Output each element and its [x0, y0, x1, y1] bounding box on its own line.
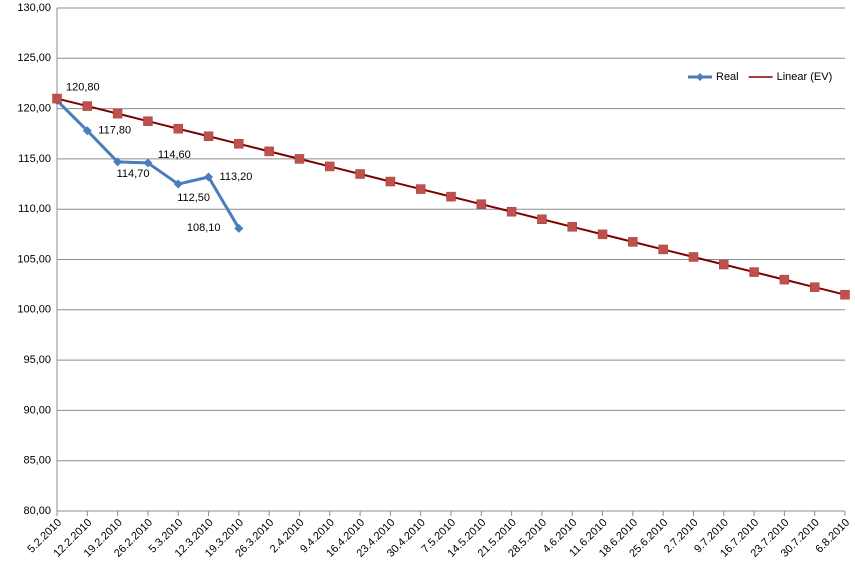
- y-tick-label: 100,00: [17, 304, 51, 316]
- marker: [476, 199, 487, 209]
- marker: [415, 184, 426, 194]
- y-tick-label: 115,00: [18, 153, 51, 165]
- marker: [264, 146, 274, 157]
- marker: [385, 176, 396, 187]
- marker: [628, 237, 638, 247]
- legend-label: Linear (EV): [777, 71, 833, 83]
- y-tick-label: 85,00: [23, 455, 51, 467]
- data-label: 117,80: [98, 125, 131, 137]
- legend-marker: [696, 73, 704, 81]
- marker: [82, 101, 93, 111]
- y-tick-label: 125,00: [17, 52, 51, 64]
- marker: [234, 139, 244, 149]
- marker: [294, 154, 305, 164]
- marker: [537, 214, 547, 225]
- marker: [113, 157, 123, 167]
- marker: [173, 123, 183, 134]
- x-tick-label: 6.8.2010: [813, 517, 852, 556]
- marker: [446, 191, 456, 202]
- marker: [749, 267, 759, 277]
- marker: [204, 172, 214, 182]
- marker: [658, 244, 668, 255]
- marker: [719, 259, 729, 270]
- data-label: 113,20: [220, 171, 253, 183]
- data-label: 120,80: [66, 81, 100, 93]
- marker: [143, 158, 153, 168]
- marker: [143, 116, 153, 126]
- marker: [506, 206, 517, 217]
- y-tick-label: 80,00: [23, 505, 51, 517]
- y-tick-label: 120,00: [17, 103, 51, 115]
- y-tick-label: 110,00: [18, 203, 51, 215]
- marker: [688, 252, 699, 262]
- y-tick-label: 90,00: [23, 404, 51, 416]
- legend-label: Real: [716, 71, 739, 83]
- y-tick-label: 130,00: [17, 2, 51, 14]
- data-label: 114,60: [158, 149, 191, 161]
- marker: [840, 289, 850, 300]
- marker: [203, 131, 214, 142]
- marker: [809, 282, 820, 292]
- y-tick-label: 105,00: [17, 253, 51, 265]
- data-label: 112,50: [177, 192, 210, 204]
- y-tick-label: 95,00: [23, 354, 51, 366]
- marker: [112, 108, 123, 119]
- marker: [779, 274, 790, 285]
- marker: [52, 93, 62, 104]
- marker: [173, 179, 183, 189]
- marker: [234, 223, 244, 233]
- marker: [82, 126, 92, 136]
- marker: [355, 169, 365, 179]
- marker: [567, 222, 577, 232]
- data-label: 108,10: [187, 222, 221, 234]
- marker: [597, 229, 608, 240]
- marker: [325, 161, 335, 172]
- data-label: 114,70: [117, 168, 150, 180]
